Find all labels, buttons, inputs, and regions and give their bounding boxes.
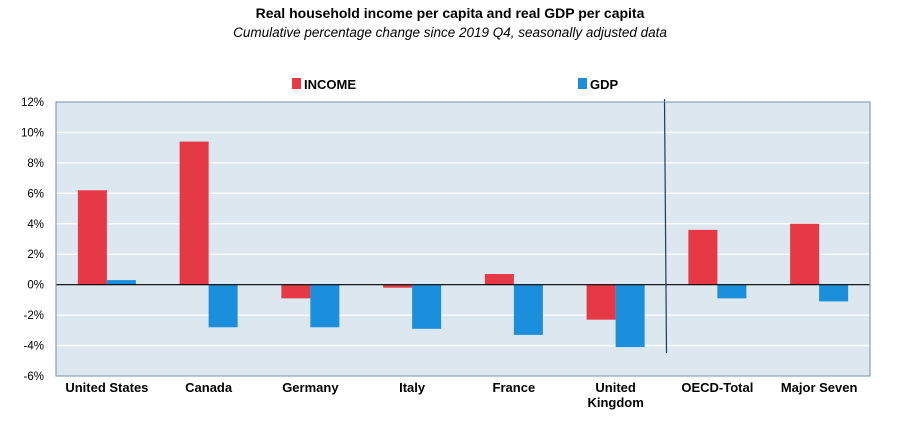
bar-income-2 [281, 284, 311, 299]
x-category-label: Germany [282, 380, 339, 395]
plot-area: -6% -4% -2% 0% 2% 4% 6% 8% 10% 12% United States Ca… [21, 97, 871, 410]
x-category-label: Italy [399, 380, 426, 395]
bar-gdp-0 [106, 280, 136, 285]
x-category-label: France [493, 380, 536, 395]
bar-gdp-4 [513, 284, 543, 335]
legend-swatch-income [292, 78, 301, 89]
x-category-label: Kingdom [587, 395, 643, 410]
bar-income-1 [179, 141, 209, 285]
legend-label-income: INCOME [304, 77, 356, 92]
x-category-label: United [595, 380, 636, 395]
chart-subtitle: Cumulative percentage change since 2019 … [233, 25, 667, 40]
legend: INCOME GDP [292, 77, 619, 92]
bar-gdp-3 [412, 284, 442, 329]
y-tick-label: -4% [24, 341, 44, 353]
y-tick-label: 8% [27, 158, 44, 170]
bar-gdp-5 [615, 284, 645, 348]
bar-income-4 [484, 274, 514, 285]
y-tick-label: 6% [27, 188, 44, 200]
chart-title: Real household income per capita and rea… [256, 5, 645, 21]
bar-income-0 [77, 190, 107, 285]
x-category-label: Canada [185, 380, 233, 395]
y-tick-label: 12% [21, 97, 44, 109]
bar-gdp-6 [717, 284, 747, 299]
bar-income-7 [790, 223, 820, 285]
x-category-label: United States [65, 380, 148, 395]
y-tick-label: -2% [24, 310, 44, 322]
plot-frame [55, 101, 871, 377]
x-category-label: Major Seven [781, 380, 858, 395]
x-category-label: OECD-Total [681, 380, 753, 395]
plot-background [56, 102, 870, 376]
legend-swatch-gdp [578, 78, 587, 89]
y-tick-label: -6% [24, 371, 44, 383]
legend-label-gdp: GDP [590, 77, 619, 92]
group-separator [663, 98, 668, 354]
y-tick-label: 4% [27, 219, 44, 231]
bar-income-5 [586, 284, 616, 320]
y-tick-label: 0% [27, 280, 44, 292]
bar-gdp-2 [310, 284, 340, 328]
y-tick-label: 2% [27, 249, 44, 261]
bar-income-3 [383, 284, 413, 288]
bar-gdp-1 [208, 284, 238, 328]
y-tick-label: 10% [21, 127, 44, 139]
bar-gdp-7 [819, 284, 849, 302]
bar-income-6 [688, 229, 718, 285]
